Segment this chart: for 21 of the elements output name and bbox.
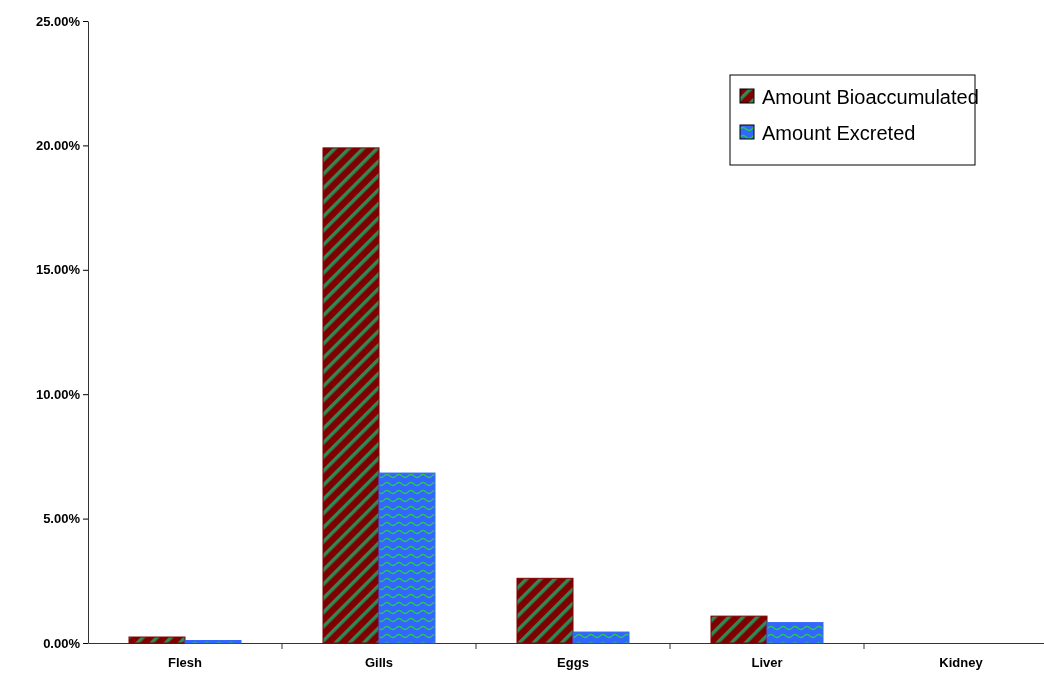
y-tick-label: 10.00% — [35, 386, 81, 402]
legend-label: Amount Excreted — [762, 122, 916, 144]
y-tick-label: 0.00% — [43, 635, 81, 651]
bar — [128, 636, 186, 644]
y-tick-label: 15.00% — [35, 262, 81, 278]
bar — [516, 577, 574, 644]
bar — [572, 631, 630, 644]
y-tick-label: 20.00% — [35, 138, 81, 154]
x-tick-label: Gills — [364, 654, 394, 670]
bar — [378, 472, 436, 644]
y-tick-label: 5.00% — [43, 511, 81, 527]
x-tick-label: Eggs — [557, 654, 589, 670]
bar — [766, 622, 824, 644]
x-tick-label: Kidney — [939, 654, 984, 670]
x-tick-label: Liver — [751, 654, 783, 670]
bar — [184, 640, 242, 644]
legend-label: Amount Bioaccumulated — [762, 86, 979, 108]
bar — [322, 147, 380, 644]
bar — [710, 615, 768, 644]
y-tick-label: 25.00% — [35, 13, 81, 29]
x-tick-label: Flesh — [168, 654, 203, 670]
